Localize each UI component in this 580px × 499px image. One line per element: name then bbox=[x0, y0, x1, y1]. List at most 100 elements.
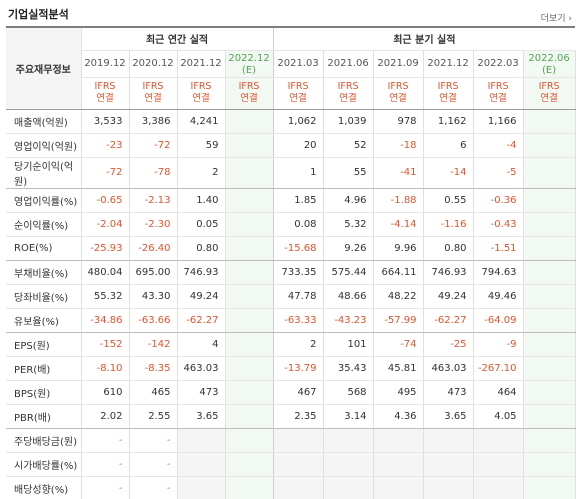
cell-value bbox=[225, 157, 274, 189]
cell-value: 0.05 bbox=[177, 212, 226, 237]
cell-value: 463.03 bbox=[177, 356, 226, 381]
ifrs-cell: IFRS 연결 bbox=[523, 77, 576, 110]
cell-value: 0.80 bbox=[423, 236, 474, 261]
consolidated-label: 연결 bbox=[96, 93, 114, 104]
cell-value: - bbox=[129, 428, 178, 453]
cell-value bbox=[423, 428, 474, 453]
cell-value: -1.51 bbox=[473, 236, 524, 261]
cell-value: 20 bbox=[273, 133, 324, 158]
cell-value: -9 bbox=[473, 332, 524, 357]
cell-value: 495 bbox=[373, 380, 424, 405]
chevron-right-icon: › bbox=[568, 14, 572, 24]
cell-value bbox=[225, 380, 274, 405]
cell-value: -34.86 bbox=[81, 308, 130, 333]
cell-value: -152 bbox=[81, 332, 130, 357]
cell-value: 1.85 bbox=[273, 188, 324, 213]
cell-value: 465 bbox=[129, 380, 178, 405]
ifrs-cell: IFRS 연결 bbox=[129, 77, 178, 110]
cell-value: 1.40 bbox=[177, 188, 226, 213]
table-row: 당좌비율(%) 55.32 43.30 49.24 47.78 48.66 48.22 49.… bbox=[6, 284, 576, 309]
row-header-label: 주요재무정보 bbox=[6, 26, 82, 110]
row-label: 영업이익률(%) bbox=[6, 188, 82, 213]
cell-value bbox=[225, 133, 274, 158]
cell-value bbox=[373, 476, 424, 499]
ifrs-label: IFRS bbox=[437, 81, 459, 92]
period-date: 2022.06 bbox=[528, 52, 570, 64]
annual-header: 최근 연간 실적 bbox=[81, 26, 274, 51]
cell-value bbox=[323, 428, 374, 453]
cell-value bbox=[373, 452, 424, 477]
row-label: 매출액(억원) bbox=[6, 109, 82, 134]
cell-value bbox=[225, 404, 274, 429]
cell-value: 3.65 bbox=[423, 404, 474, 429]
table-row: 순이익률(%) -2.04 -2.30 0.05 0.08 5.32 -4.14 -1.16-… bbox=[6, 212, 576, 237]
cell-value: 2 bbox=[177, 157, 226, 189]
table-row: PBR(배) 2.02 2.55 3.65 2.35 3.14 4.36 3.65 4.05 bbox=[6, 404, 576, 429]
period-header: 2021.12 bbox=[177, 50, 226, 78]
row-label: 부채비율(%) bbox=[6, 260, 82, 285]
cell-value bbox=[523, 332, 576, 357]
more-link[interactable]: 더보기 › bbox=[541, 11, 572, 24]
period-date: 2022.03 bbox=[477, 58, 519, 69]
cell-value bbox=[473, 476, 524, 499]
cell-value bbox=[225, 476, 274, 499]
cell-value bbox=[523, 308, 576, 333]
cell-value bbox=[225, 188, 274, 213]
cell-value: - bbox=[81, 476, 130, 499]
cell-value: - bbox=[129, 476, 178, 499]
cell-value: -26.40 bbox=[129, 236, 178, 261]
cell-value: 3.14 bbox=[323, 404, 374, 429]
cell-value: 464 bbox=[473, 380, 524, 405]
cell-value: 49.24 bbox=[177, 284, 226, 309]
cell-value bbox=[177, 476, 226, 499]
cell-value: 1,162 bbox=[423, 109, 474, 134]
cell-value: 3,533 bbox=[81, 109, 130, 134]
cell-value: -72 bbox=[81, 157, 130, 189]
cell-value: 52 bbox=[323, 133, 374, 158]
cell-value: -13.79 bbox=[273, 356, 324, 381]
cell-value bbox=[523, 380, 576, 405]
row-label: 순이익률(%) bbox=[6, 212, 82, 237]
ifrs-row: IFRS 연결 IFRS 연결 IFRS 연결 IFRS 연결 IFRS 연결 IFRS 연결 IFRS… bbox=[6, 77, 576, 110]
period-header: 2022.12 (E) bbox=[225, 50, 274, 78]
cell-value bbox=[523, 476, 576, 499]
cell-value bbox=[523, 133, 576, 158]
cell-value: 473 bbox=[177, 380, 226, 405]
table-row: 부채비율(%) 480.04 695.00 746.93 733.35 575.44 664… bbox=[6, 260, 576, 285]
table-row: PER(배) -8.10 -8.35 463.03 -13.79 35.43 45.81 46… bbox=[6, 356, 576, 381]
table-row: ROE(%) -25.93 -26.40 0.80 -15.68 9.26 9.96 0.80… bbox=[6, 236, 576, 261]
ifrs-label: IFRS bbox=[538, 81, 560, 92]
period-date: 2021.12 bbox=[180, 58, 222, 69]
group-header-row: 주요재무정보 최근 연간 실적 최근 분기 실적 bbox=[6, 26, 576, 110]
period-header: 2021.06 bbox=[323, 50, 374, 78]
cell-value: 45.81 bbox=[373, 356, 424, 381]
cell-value: 9.26 bbox=[323, 236, 374, 261]
cell-value: 55.32 bbox=[81, 284, 130, 309]
cell-value: 568 bbox=[323, 380, 374, 405]
cell-value bbox=[323, 476, 374, 499]
period-header: 2019.12 bbox=[81, 50, 130, 78]
cell-value: 5.32 bbox=[323, 212, 374, 237]
cell-value: 3,386 bbox=[129, 109, 178, 134]
table-row: 매출액(억원) 3,533 3,386 4,241 1,062 1,039 978 1,162… bbox=[6, 109, 576, 134]
cell-value: 4.96 bbox=[323, 188, 374, 213]
cell-value: -25.93 bbox=[81, 236, 130, 261]
ifrs-cell: IFRS 연결 bbox=[423, 77, 474, 110]
consolidated-label: 연결 bbox=[289, 93, 307, 104]
cell-value bbox=[523, 452, 576, 477]
row-label: EPS(원) bbox=[6, 332, 82, 357]
row-label: 당기순이익(억원) bbox=[6, 157, 82, 189]
cell-value: 746.93 bbox=[423, 260, 474, 285]
cell-value: 35.43 bbox=[323, 356, 374, 381]
cell-value bbox=[473, 452, 524, 477]
cell-value: -43.23 bbox=[323, 308, 374, 333]
consolidated-label: 연결 bbox=[144, 93, 162, 104]
cell-value bbox=[225, 109, 274, 134]
cell-value: 59 bbox=[177, 133, 226, 158]
cell-value: 664.11 bbox=[373, 260, 424, 285]
period-date: 2021.03 bbox=[277, 58, 319, 69]
cell-value: -23 bbox=[81, 133, 130, 158]
period-date: 2021.06 bbox=[327, 58, 369, 69]
row-label: 주당배당금(원) bbox=[6, 428, 82, 453]
ifrs-label: IFRS bbox=[94, 81, 116, 92]
